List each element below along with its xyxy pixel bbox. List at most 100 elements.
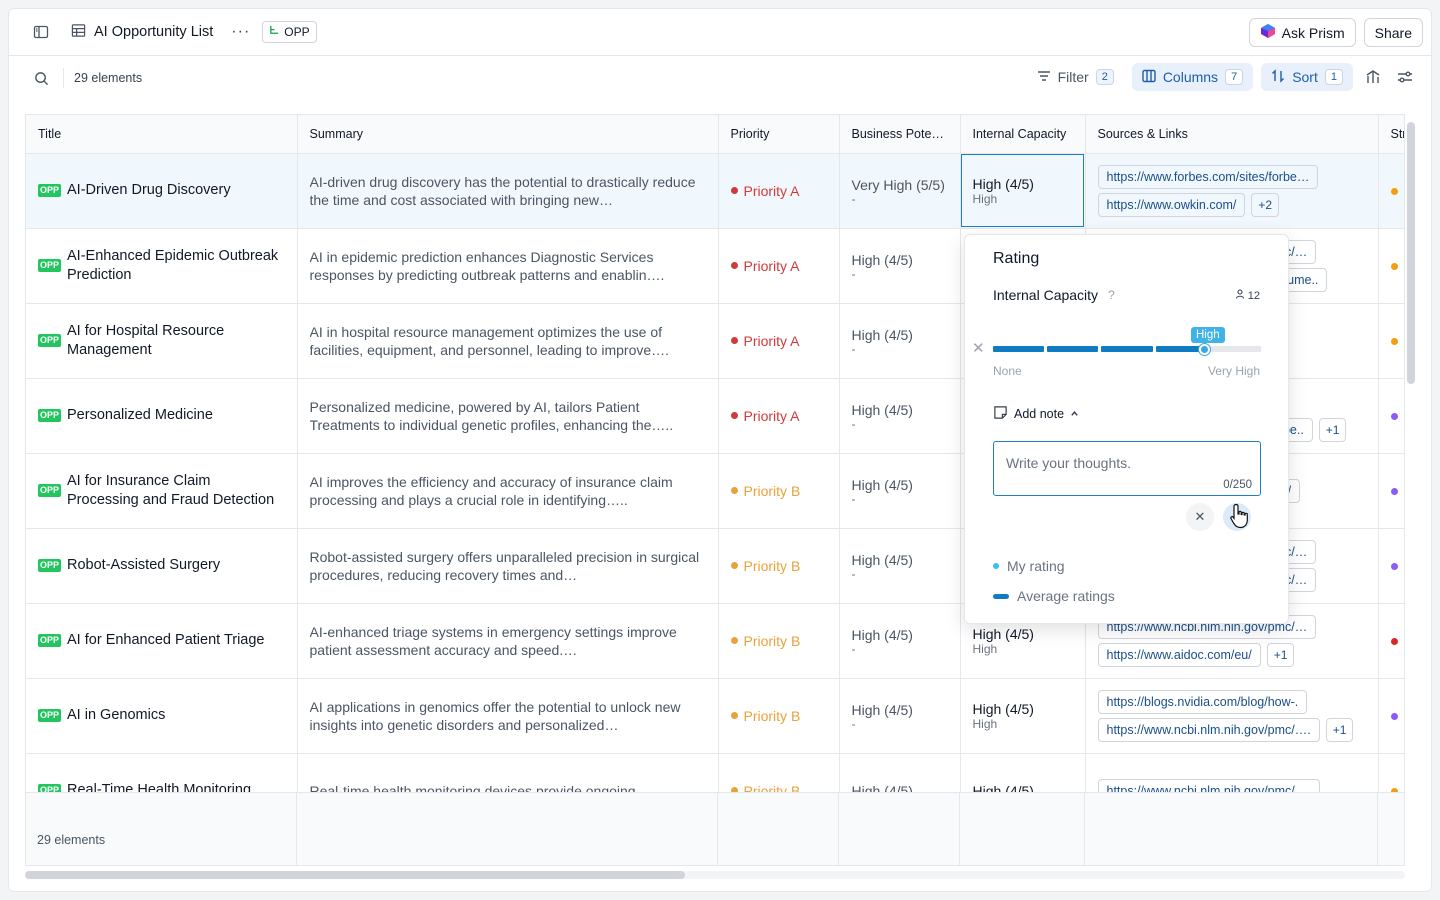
cell-priority[interactable]: Priority A	[718, 378, 840, 454]
priority-dot	[730, 187, 738, 194]
cell-internal-capacity[interactable]: High (4/5) High	[960, 678, 1086, 754]
cell-business-potential[interactable]: Very High (5/5) -	[839, 153, 961, 229]
help-icon[interactable]: ?	[1108, 288, 1115, 302]
slider-segment[interactable]	[1155, 346, 1207, 352]
footer-element-count: 29 elements	[37, 833, 106, 847]
rating-criterion: Internal Capacity ?	[993, 287, 1115, 303]
business-potential-sub: -	[851, 491, 856, 506]
column-header-priority[interactable]: Priority	[718, 115, 840, 154]
cell-summary[interactable]: AI applications in genomics offer the po…	[297, 678, 719, 754]
column-header-business-potential[interactable]: Business Pote…	[839, 115, 961, 154]
more-links-chip[interactable]: +1	[1266, 642, 1295, 667]
cell-title[interactable]: OPP Robot-Assisted Surgery	[26, 528, 298, 604]
cell-priority[interactable]: Priority B	[718, 603, 840, 679]
sidebar-toggle-icon[interactable]	[29, 20, 53, 44]
cell-strategy[interactable]	[1378, 303, 1404, 379]
cell-priority[interactable]: Priority A	[718, 303, 840, 379]
cell-priority[interactable]: Priority A	[718, 228, 840, 304]
sort-button[interactable]: Sort 1	[1261, 63, 1353, 91]
cell-priority[interactable]: Priority B	[718, 678, 840, 754]
note-field[interactable]: 0/250	[993, 441, 1261, 496]
vertical-scrollbar[interactable]	[1407, 114, 1415, 874]
more-links-chip[interactable]: +1	[1318, 417, 1347, 442]
cell-sources-links[interactable]: https://blogs.nvidia.com/blog/how-. https…	[1085, 678, 1379, 754]
cell-business-potential[interactable]: High (4/5) -	[839, 453, 961, 529]
filter-count-badge: 2	[1095, 69, 1114, 85]
cell-priority[interactable]: Priority A	[718, 153, 840, 229]
slider-segment[interactable]	[993, 346, 1045, 352]
table-row[interactable]: OPP AI-Driven Drug Discovery AI-driven dr…	[26, 153, 1404, 229]
cell-priority[interactable]: Priority B	[718, 453, 840, 529]
cell-summary[interactable]: AI-enhanced triage systems in emergency …	[297, 603, 719, 679]
columns-button[interactable]: Columns 7	[1131, 63, 1254, 91]
cell-strategy[interactable]	[1378, 528, 1404, 604]
horizontal-scroll-thumb[interactable]	[25, 871, 685, 879]
add-note-toggle[interactable]: Add note	[993, 405, 1079, 423]
cell-strategy[interactable]	[1378, 378, 1404, 454]
source-link[interactable]: https://www.aidoc.com/eu/	[1097, 642, 1261, 667]
vertical-scroll-thumb[interactable]	[1407, 122, 1415, 384]
slider-segment[interactable]	[1101, 346, 1153, 352]
cell-title[interactable]: OPP AI-Driven Drug Discovery	[26, 153, 298, 229]
slider-thumb[interactable]	[1199, 344, 1211, 355]
cell-summary[interactable]: AI in hospital resource management optim…	[297, 303, 719, 379]
source-link[interactable]: https://www.ncbi.nlm.nih.gov/pmc/….	[1097, 717, 1320, 742]
table-row[interactable]: OPP AI in Genomics AI applications in gen…	[26, 678, 1404, 754]
cell-title[interactable]: OPP AI-Enhanced Epidemic Outbreak Predict…	[26, 228, 298, 304]
column-header-summary[interactable]: Summary	[297, 115, 719, 154]
row-title: AI for Enhanced Patient Triage	[67, 632, 265, 648]
cell-summary[interactable]: AI-driven drug discovery has the potenti…	[297, 153, 719, 229]
column-header-title[interactable]: Title	[26, 115, 298, 154]
column-header-strategy[interactable]: Str	[1378, 115, 1404, 154]
cell-priority[interactable]: Priority B	[718, 528, 840, 604]
settings-sliders-icon[interactable]	[1393, 65, 1417, 89]
cell-business-potential[interactable]: High (4/5) -	[839, 378, 961, 454]
internal-capacity-value: High (4/5)	[972, 175, 1034, 192]
column-header-sources-links[interactable]: Sources & Links	[1085, 115, 1379, 154]
cell-summary[interactable]: Personalized medicine, powered by AI, ta…	[297, 378, 719, 454]
cell-summary[interactable]: Robot-assisted surgery offers unparallel…	[297, 528, 719, 604]
slider-segment[interactable]	[1209, 346, 1261, 352]
cell-strategy[interactable]	[1378, 678, 1404, 754]
cell-title[interactable]: OPP AI in Genomics	[26, 678, 298, 754]
cell-strategy[interactable]	[1378, 603, 1404, 679]
filter-button[interactable]: Filter 2	[1027, 63, 1124, 91]
cell-title[interactable]: OPP AI for Insurance Claim Processing and…	[26, 453, 298, 529]
cell-strategy[interactable]	[1378, 453, 1404, 529]
more-links-chip[interactable]: +2	[1251, 192, 1280, 217]
clear-rating-icon[interactable]: ✕	[972, 340, 985, 357]
object-type-badge[interactable]: OPP	[262, 21, 317, 43]
ask-prism-button[interactable]: Ask Prism	[1248, 18, 1356, 47]
source-link[interactable]: https://www.forbes.com/sites/forbe…	[1097, 164, 1319, 189]
search-icon[interactable]	[29, 66, 53, 90]
cell-strategy[interactable]	[1378, 228, 1404, 304]
element-count: 29 elements	[63, 68, 142, 88]
business-potential-value: High (4/5)	[851, 551, 913, 568]
cell-summary[interactable]: AI in epidemic prediction enhances Diagn…	[297, 228, 719, 304]
chart-view-icon[interactable]	[1361, 65, 1385, 89]
note-input[interactable]	[1006, 455, 1248, 471]
cell-business-potential[interactable]: High (4/5) -	[839, 603, 961, 679]
cell-sources-links[interactable]: https://www.forbes.com/sites/forbe… https…	[1085, 153, 1379, 229]
more-links-chip[interactable]: +1	[1325, 717, 1354, 742]
slider-segment[interactable]	[1047, 346, 1099, 352]
cell-internal-capacity[interactable]: High (4/5) High	[960, 153, 1086, 229]
rating-popover-title: Rating	[993, 250, 1040, 267]
share-button[interactable]: Share	[1363, 18, 1423, 47]
cell-business-potential[interactable]: High (4/5) -	[839, 303, 961, 379]
cell-business-potential[interactable]: High (4/5) -	[839, 528, 961, 604]
cell-business-potential[interactable]: High (4/5) -	[839, 678, 961, 754]
column-header-internal-capacity[interactable]: Internal Capacity	[960, 115, 1086, 154]
source-link[interactable]: https://www.owkin.com/	[1097, 192, 1246, 217]
horizontal-scrollbar[interactable]	[25, 871, 1405, 879]
cell-title[interactable]: OPP AI for Enhanced Patient Triage	[26, 603, 298, 679]
cell-business-potential[interactable]: High (4/5) -	[839, 228, 961, 304]
cancel-note-button[interactable]: ✕	[1186, 503, 1214, 531]
cell-strategy[interactable]	[1378, 153, 1404, 229]
cell-title[interactable]: OPP Personalized Medicine	[26, 378, 298, 454]
more-options-icon[interactable]: ···	[231, 23, 251, 40]
rating-slider[interactable]	[993, 344, 1261, 355]
source-link[interactable]: https://blogs.nvidia.com/blog/how-.	[1097, 689, 1308, 714]
cell-title[interactable]: OPP AI for Hospital Resource Management	[26, 303, 298, 379]
cell-summary[interactable]: AI improves the efficiency and accuracy …	[297, 453, 719, 529]
